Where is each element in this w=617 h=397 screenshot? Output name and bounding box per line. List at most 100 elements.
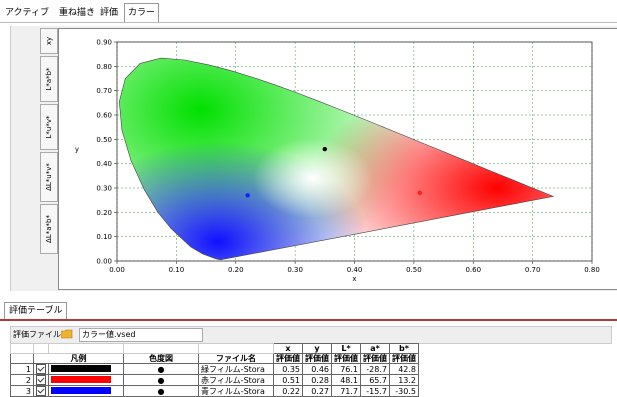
legend-swatch-cell[interactable] [48,374,124,386]
view-tab-lab[interactable]: L*a*b* [40,56,58,102]
x-tick-label: 0.70 [525,266,541,274]
header-b: b* [389,343,419,354]
x-tick-label: 0.50 [406,266,422,274]
chromaticity-svg: 0.00 0.10 0.20 0.30 0.40 0.50 0.60 0.70 0.80 0.00… [75,39,600,284]
legend-swatch-cell[interactable] [48,385,124,397]
header-y: y [302,343,332,354]
tab-color[interactable]: カラー [124,3,160,23]
y-tick-label: 0.90 [96,39,112,47]
data-point [322,146,328,152]
tab-overlay[interactable]: 重ね描き [59,8,96,18]
header-eval-x[interactable]: 評価値 [273,353,303,364]
x-tick-label: 0.60 [465,266,481,274]
top-tab-bar: アクティブ 重ね描き 評価 カラー [0,0,617,23]
evaluation-table: x y L* a* b* 凡例 色度図 ファイル名 評価値 評価値 評価値 評価… [10,343,419,397]
table-group-header-row: x y L* a* b* [10,343,419,354]
file-name: 緑フィルム-Stora [198,363,274,375]
value-b: -30.5 [389,385,419,397]
row-number: 1 [10,363,34,375]
value-x: 0.51 [273,374,303,386]
header-eval-y[interactable]: 評価値 [302,353,332,364]
checkbox-checked-icon[interactable] [36,364,46,374]
header-chromaticity[interactable]: 色度図 [123,353,199,364]
x-tick-label: 0.20 [228,266,244,274]
header-x: x [273,343,303,354]
chromaticity-chart[interactable]: 0.00 0.10 0.20 0.30 0.40 0.50 0.60 0.70 0.80 0.00… [58,28,617,290]
header-eval-L[interactable]: 評価値 [331,353,361,364]
view-tab-delta-luv[interactable]: ΔL*u*v* [40,152,58,202]
row-checkbox[interactable] [33,385,49,397]
header-L: L* [331,343,361,354]
row-checkbox[interactable] [33,374,49,386]
value-L: 76.1 [331,363,361,375]
y-tick-label: 0.50 [96,136,112,144]
table-row[interactable]: 1 ● 緑フィルム-Stora 0.35 0.46 76.1 -28.7 42.… [10,363,419,375]
x-tick-label: 0.40 [347,266,363,274]
data-point [417,190,423,196]
file-name: 赤フィルム-Stora [198,374,274,386]
section-divider [0,319,617,321]
view-tab-delta-lab[interactable]: ΔL*a*b* [40,204,58,254]
view-tab-strip: xy L*a*b* L*u*v* ΔL*u*v* ΔL*a*b* [40,28,58,283]
data-points [245,146,423,198]
value-L: 48.1 [331,374,361,386]
y-tick-label: 0.10 [96,233,112,241]
chromaticity-marker: ● [123,385,199,397]
folder-icon[interactable] [61,329,73,339]
value-y: 0.27 [302,385,332,397]
header-filename[interactable]: ファイル名 [198,353,274,364]
spectral-locus [118,57,555,261]
value-a: -28.7 [360,363,390,375]
value-a: 65.7 [360,374,390,386]
header-a: a* [360,343,390,354]
value-b: 13.2 [389,374,419,386]
bottom-tab-bar: 評価テーブル [0,300,617,320]
legend-swatch[interactable] [51,386,111,394]
tab-evaluation-table[interactable]: 評価テーブル [4,302,68,319]
value-b: 42.8 [389,363,419,375]
header-eval-a[interactable]: 評価値 [360,353,390,364]
value-x: 0.35 [273,363,303,375]
value-a: -15.7 [360,385,390,397]
y-tick-label: 0.30 [96,185,112,193]
y-tick-label: 0.70 [96,87,112,95]
y-tick-label: 0.00 [96,258,112,266]
y-tick-label: 0.80 [96,63,112,71]
x-tick-label: 0.00 [109,266,125,274]
value-x: 0.22 [273,385,303,397]
file-bar: 評価ファイル カラー値.vsed [10,326,612,344]
y-tick-label: 0.20 [96,209,112,217]
tab-evaluation[interactable]: 評価 [100,8,119,18]
tab-active[interactable]: アクティブ [5,8,50,18]
row-number: 2 [10,374,34,386]
chromaticity-marker: ● [123,374,199,386]
header-eval-b[interactable]: 評価値 [389,353,419,364]
header-legend[interactable]: 凡例 [33,353,124,364]
view-tab-xy[interactable]: xy [40,28,58,54]
legend-swatch[interactable] [51,375,111,383]
data-point [245,193,250,198]
view-tab-luv[interactable]: L*u*v* [40,104,58,150]
x-tick-label: 0.30 [287,266,303,274]
file-name: 青フィルム-Stora [198,385,274,397]
tab-divider [0,22,617,23]
file-label: 評価ファイル [13,330,61,339]
x-axis-label: x [352,275,356,283]
value-L: 71.7 [331,385,361,397]
value-y: 0.28 [302,374,332,386]
axes: 0.00 0.10 0.20 0.30 0.40 0.50 0.60 0.70 0.80 0.00… [75,39,600,284]
chromaticity-marker: ● [123,363,199,375]
table-row[interactable]: 3 ● 青フィルム-Stora 0.22 0.27 71.7 -15.7 -30… [10,385,419,397]
legend-swatch[interactable] [51,364,111,372]
x-tick-label: 0.80 [584,266,600,274]
y-axis-label: y [75,146,79,154]
file-name-field[interactable]: カラー値.vsed [79,328,203,342]
legend-swatch-cell[interactable] [48,363,124,375]
checkbox-checked-icon[interactable] [36,375,46,385]
y-tick-label: 0.60 [96,112,112,120]
table-row[interactable]: 2 ● 赤フィルム-Stora 0.51 0.28 48.1 65.7 13.2 [10,374,419,386]
checkbox-checked-icon[interactable] [36,386,46,396]
row-checkbox[interactable] [33,363,49,375]
value-y: 0.46 [302,363,332,375]
x-tick-label: 0.10 [169,266,185,274]
